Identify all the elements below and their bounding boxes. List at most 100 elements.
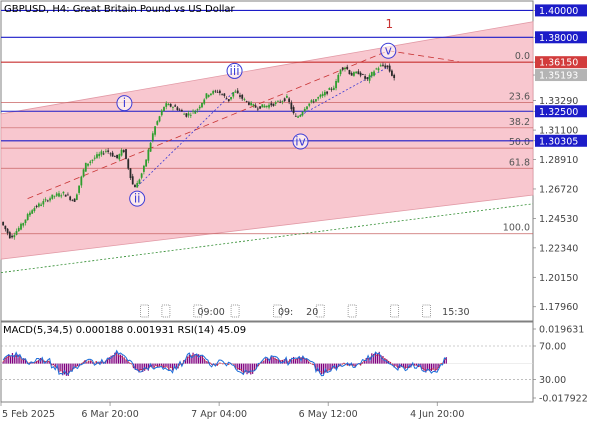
candle-body: [196, 109, 199, 111]
candle-body: [116, 154, 118, 159]
candle-body: [151, 133, 154, 141]
chart-title: GBPUSD, H4: Great Britain Pound vs US Do…: [4, 4, 236, 15]
candle-body: [87, 163, 89, 166]
candle-body: [42, 201, 45, 205]
candle-body: [136, 183, 139, 188]
candle-body: [154, 126, 156, 135]
candle-body: [180, 110, 183, 112]
wave-label: v: [385, 44, 392, 58]
candle-body: [145, 159, 148, 167]
candle-body: [323, 91, 326, 96]
candle-body: [172, 107, 174, 108]
candle-body: [60, 195, 63, 197]
candle-body: [368, 75, 371, 81]
price-tag: [535, 56, 587, 69]
candle-body: [102, 153, 105, 155]
candle-body: [6, 228, 9, 234]
candle-body: [245, 100, 248, 102]
candle-body: [248, 102, 250, 105]
candle-body: [127, 159, 130, 169]
candle-body: [183, 113, 186, 115]
candle-body: [391, 70, 393, 76]
candle-body: [328, 88, 331, 90]
candle-body: [163, 106, 165, 111]
candle-body: [227, 99, 230, 102]
candle-body: [71, 199, 74, 201]
candle-body: [8, 232, 11, 239]
candle-body: [176, 107, 179, 111]
candle-body: [297, 116, 299, 118]
candle-body: [321, 93, 324, 96]
wave-label: iv: [295, 135, 305, 149]
candle-body: [64, 194, 67, 197]
indicator-pane[interactable]: MACD(5,34,5) 0.000188 0.001931 RSI(14) 4…: [0, 321, 534, 403]
candle-body: [11, 235, 13, 238]
candle-body: [319, 94, 322, 97]
candle-body: [131, 176, 134, 185]
candle-body: [140, 173, 143, 178]
candle-body: [214, 90, 217, 92]
candle-body: [344, 67, 346, 70]
candle-body: [138, 179, 141, 184]
fib-lines: 0.0 23.6 38.2 50.0 61.8 100.0: [1, 51, 533, 235]
candle-body: [93, 157, 96, 159]
indicator-tick-label: 70.00: [539, 342, 566, 353]
news-marker: [390, 304, 400, 318]
candle-body: [158, 116, 161, 122]
price-axis: 1.40000 1.38000 1.36150 1.35193 1.332901.325…: [533, 4, 587, 313]
candle-body: [15, 231, 18, 235]
candlesticks: [2, 62, 396, 240]
wave-connector-line: [300, 66, 389, 116]
candle-body: [198, 106, 201, 109]
indicator-frame: [0, 321, 534, 403]
candle-body: [35, 205, 38, 208]
candle-body: [46, 200, 49, 202]
level-lines: [1, 9, 533, 142]
price-tag-label: 1.30305: [539, 136, 578, 147]
candle-body: [379, 65, 382, 67]
candle-body: [308, 103, 311, 106]
wave-circle: [292, 133, 309, 150]
wave-circle: [380, 42, 397, 59]
price-tag: [535, 69, 587, 82]
candle-body: [274, 102, 277, 104]
candle-body: [118, 154, 121, 160]
candle-body: [51, 194, 54, 199]
candle-body: [31, 210, 34, 214]
candle-body: [353, 72, 355, 76]
wave-label: i: [123, 96, 126, 110]
candle-body: [62, 191, 65, 194]
candle-body: [234, 91, 237, 93]
candle-body: [265, 105, 268, 108]
price-tick-label: 1.20150: [539, 273, 578, 284]
dotted-trend-line: [0, 203, 534, 273]
indicator-tick-label: -0.017922: [539, 394, 588, 405]
price-tick-label: 1.33290: [539, 96, 578, 107]
candle-body: [89, 161, 92, 163]
candle-body: [241, 94, 244, 99]
price-tag-label: 1.40000: [539, 6, 578, 17]
candle-body: [149, 142, 152, 152]
candle-body: [107, 150, 110, 152]
candle-body: [386, 65, 389, 68]
rsi-line: [2, 349, 447, 377]
candle-body: [272, 103, 275, 106]
time-tick-label: 6 May 12:00: [299, 409, 358, 420]
candle-body: [17, 228, 20, 232]
candle-body: [33, 208, 36, 211]
candle-body: [80, 176, 83, 186]
news-marker-label: 15:30: [442, 307, 469, 318]
candle-body: [120, 149, 123, 156]
candle-body: [290, 102, 293, 110]
candle-body: [20, 223, 22, 230]
candle-body: [207, 94, 210, 97]
fib-label: 23.6: [509, 92, 530, 103]
candle-body: [40, 204, 43, 206]
candle-body: [69, 196, 72, 200]
candle-body: [223, 93, 226, 96]
candle-body: [243, 99, 246, 100]
candle-body: [294, 115, 297, 117]
candle-body: [288, 98, 291, 102]
